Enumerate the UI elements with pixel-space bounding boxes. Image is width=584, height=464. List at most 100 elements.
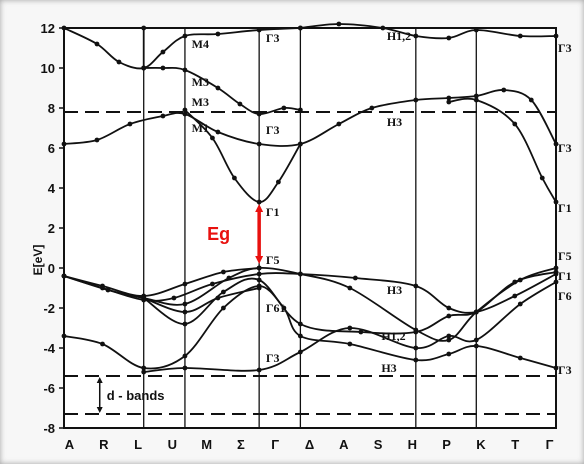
band-10-point-1: [182, 321, 188, 327]
band-3-point-1: [336, 21, 342, 27]
band-13-point-6: [446, 333, 452, 339]
band-10-point-7: [446, 313, 452, 319]
band-0-point-5: [182, 33, 188, 39]
band-13-point-8: [517, 301, 523, 307]
band-4: [63, 89, 557, 147]
point-label-21: Γ3: [558, 363, 572, 377]
band-1-point-6: [281, 105, 287, 111]
y-tick-label-10: -8: [43, 421, 55, 436]
x-tick-label-1: R: [99, 437, 109, 452]
band-13-point-0: [141, 369, 147, 375]
band-11-point-1: [182, 309, 188, 315]
band-9-point-7: [347, 285, 353, 291]
band-4-point-13: [501, 87, 507, 93]
band-1-point-7: [297, 107, 303, 113]
band-10-point-6: [413, 329, 419, 335]
band-8-point-4: [210, 281, 215, 287]
x-tick-label-8: A: [339, 437, 349, 452]
band-3-point-2: [380, 25, 386, 31]
x-tick-label-2: L: [134, 437, 143, 452]
band-12: [63, 285, 557, 370]
band-4-point-1: [94, 137, 100, 143]
point-label-4: Γ3: [266, 31, 280, 45]
x-tick-label-6: Γ: [271, 437, 280, 452]
y-axis-label: E[eV]: [31, 245, 45, 276]
band-4-point-14: [528, 97, 534, 103]
band-10-point-10: [553, 269, 559, 275]
band-5-point-4: [275, 179, 281, 185]
band-4-point-10: [413, 97, 419, 103]
band-7-point-3: [182, 281, 188, 287]
x-tick-label-13: T: [511, 437, 520, 452]
point-label-18: Γ5: [558, 249, 572, 263]
point-label-10: H1,2: [387, 29, 411, 43]
point-label-14: H3: [381, 361, 396, 375]
reference-lines: [64, 111, 556, 415]
point-label-7: Γ5: [266, 253, 280, 267]
y-tick-label-3: 6: [48, 141, 55, 156]
band-1-point-1: [160, 65, 166, 71]
band-4-point-2: [127, 121, 133, 127]
x-tick-label-0: A: [65, 437, 75, 452]
band-4-point-0: [61, 141, 67, 147]
band-8-point-8: [413, 283, 419, 289]
band-13-point-1: [182, 365, 188, 371]
y-tick-label-2: 8: [48, 101, 55, 116]
band-0-point-1: [94, 41, 100, 47]
d-bands-label: d - bands: [107, 388, 165, 403]
point-label-16: Γ3: [558, 141, 572, 155]
band-5-point-5: [297, 141, 303, 147]
band-11-point-2: [215, 295, 221, 301]
point-labels: M4 M3 M3 M1 Γ3 Γ3 Γ1 Γ5 Γ61 Γ3 H1,2 H3 H3 H1,2 H3 Γ3 Γ3 Γ…: [192, 29, 572, 377]
band-9-point-9: [446, 337, 452, 343]
band-12-point-3: [182, 353, 188, 359]
x-tick-label-7: Δ: [305, 437, 315, 452]
band-7-point-4: [221, 269, 226, 275]
point-label-5: Γ3: [266, 123, 280, 137]
band-3-point-4: [446, 35, 452, 41]
band-13-point-3: [297, 349, 303, 355]
y-tick-label-4: 4: [48, 181, 56, 196]
energy-bands: [61, 21, 559, 375]
band-6-point-1: [473, 97, 479, 103]
band-8-point-9: [446, 305, 452, 311]
band-10-point-4: [297, 321, 303, 327]
band-5-point-2: [232, 175, 237, 181]
band-4-point-5: [215, 129, 221, 135]
band-5-point-0: [182, 107, 188, 113]
band-4-point-12: [473, 93, 479, 99]
band-0-point-7: [256, 27, 262, 33]
x-tick-label-9: S: [374, 437, 384, 452]
y-tick-label-5: 2: [48, 221, 55, 236]
point-label-6: Γ1: [266, 205, 280, 219]
band-0-point-2: [116, 59, 122, 65]
band-4-point-15: [553, 141, 559, 147]
band-7: [63, 267, 260, 297]
band-13-point-4: [347, 325, 353, 331]
band-2-point-1: [141, 25, 147, 31]
point-label-8: Γ61: [266, 301, 286, 315]
band-4-point-11: [446, 95, 452, 101]
band-13-point-2: [256, 367, 262, 373]
band-12-point-12: [517, 355, 523, 361]
band-12-point-4: [221, 305, 226, 311]
band-13: [143, 281, 557, 373]
point-label-13: H1,2: [381, 329, 405, 343]
band-8-point-5: [256, 271, 262, 277]
band-9-point-0: [61, 273, 67, 279]
band-12-point-5: [256, 283, 262, 289]
band-3-point-5: [473, 27, 479, 33]
point-label-12: H3: [387, 283, 402, 297]
x-tick-label-10: H: [408, 437, 418, 452]
y-tick-label-7: -2: [43, 301, 55, 316]
band-10-point-3: [256, 277, 262, 283]
band-3-point-6: [517, 33, 523, 39]
band-13-point-7: [473, 337, 479, 343]
band-9-point-5: [256, 265, 262, 271]
band-12-point-8: [347, 341, 353, 347]
band-6-point-4: [553, 199, 559, 205]
annotations: Eg d - bands: [96, 204, 264, 413]
band-5-point-3: [256, 199, 262, 205]
band-2-point-0: [141, 65, 147, 71]
